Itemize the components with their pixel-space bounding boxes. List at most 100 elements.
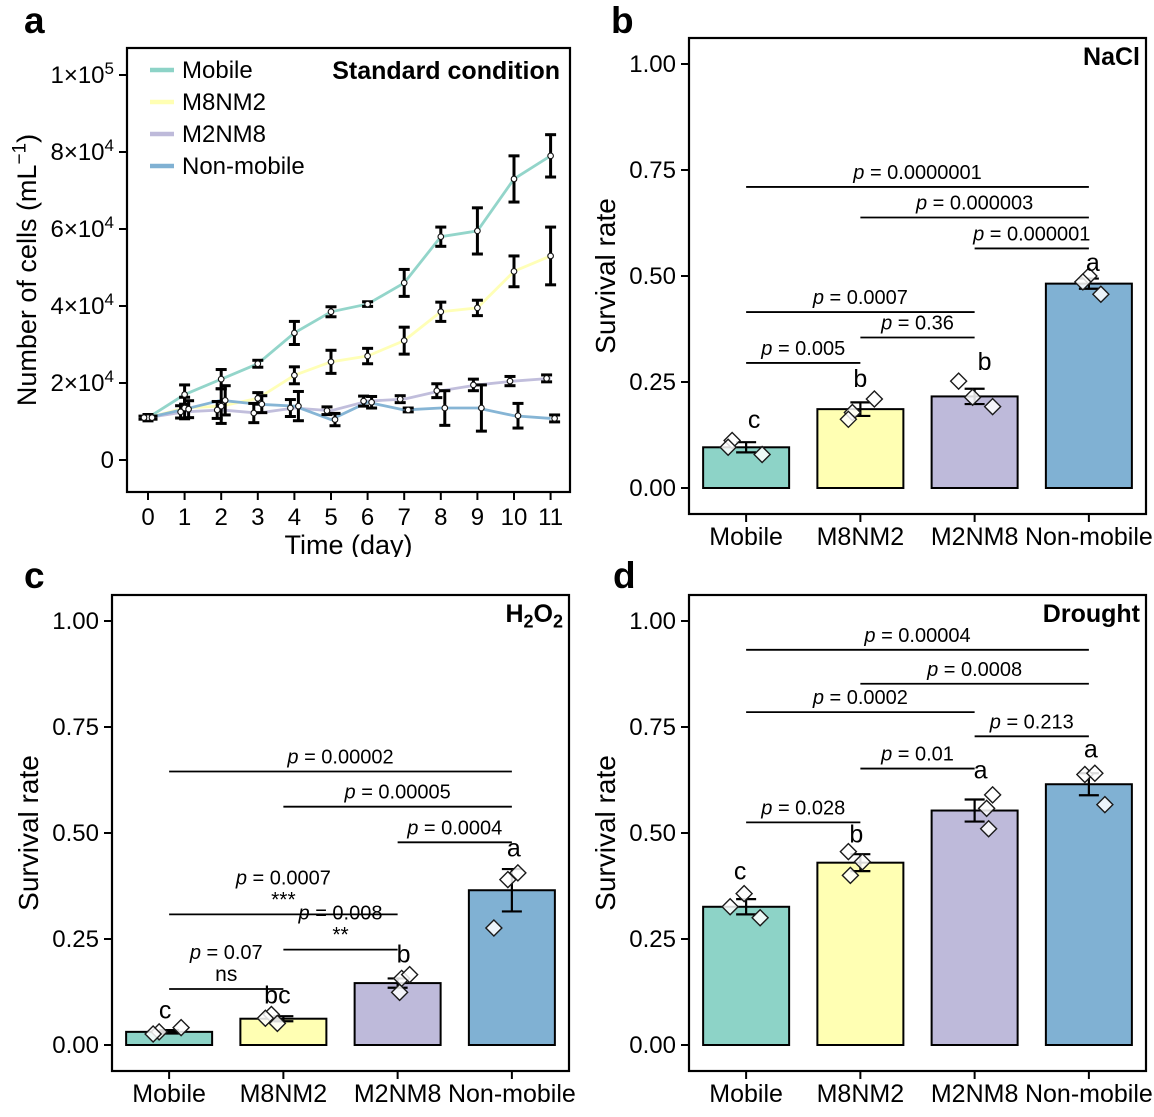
x-category-label: Mobile: [132, 1080, 206, 1108]
replicate-point-diamond: [1085, 764, 1104, 783]
condition-tag: NaCl: [1083, 43, 1140, 71]
x-category-label: M8NM2: [817, 1080, 905, 1108]
sig-letter-mobile: c: [734, 858, 747, 886]
legend-label: M8NM2: [182, 89, 266, 116]
point-marker: [250, 409, 258, 417]
y-tick-label: 0.50: [629, 820, 676, 847]
replicate-point-diamond: [977, 799, 996, 818]
y-tick-label: 6×104: [50, 213, 114, 243]
y-tick-label: 1×105: [50, 59, 114, 89]
p-value-label: p = 0.000003: [915, 192, 1033, 214]
point-marker: [474, 304, 481, 312]
point-marker: [404, 406, 412, 414]
plot-border: [125, 46, 572, 494]
point-marker: [506, 377, 514, 385]
replicate-point-diamond: [400, 965, 419, 984]
panel-b: b 0.00 0.25 0.50 0.75 1.00 Survival rate c b b a p…: [577, 0, 1154, 557]
x-tick-label: 2: [215, 504, 228, 531]
x-category-label: Non-mobile: [448, 1080, 576, 1108]
y-tick-label: 0.75: [629, 714, 676, 741]
point-marker: [217, 375, 225, 383]
replicate-point-diamond: [839, 410, 858, 429]
point-marker: [364, 352, 371, 360]
bar-m2nm8: [930, 395, 1019, 489]
replicate-point-diamond: [853, 852, 872, 871]
replicate-point-diamond: [751, 908, 770, 927]
sig-letter-m2nm8: a: [974, 757, 988, 785]
point-marker: [441, 404, 449, 412]
x-category-label: M2NM8: [354, 1080, 442, 1108]
sig-letter-m2nm8: b: [397, 940, 411, 968]
y-tick-label: 0.00: [52, 1032, 99, 1059]
replicate-point-diamond: [390, 983, 409, 1002]
point-marker: [396, 395, 404, 403]
point-marker: [400, 337, 408, 345]
y-tick-label: 0.50: [629, 263, 676, 290]
y-tick-label: 2×104: [50, 367, 114, 397]
p-value-label: p = 0.07: [189, 942, 263, 964]
point-marker: [213, 406, 221, 414]
p-value-label: p = 0.0002: [812, 687, 908, 709]
x-tick-label: 0: [141, 504, 154, 531]
bar-m8nm2: [816, 408, 905, 489]
point-marker: [514, 412, 522, 420]
x-axis-title: Time (day): [284, 530, 412, 557]
replicate-point-diamond: [865, 389, 884, 408]
x-tick-label: 3: [251, 504, 264, 531]
point-marker: [433, 387, 441, 395]
p-value-label: p = 0.005: [760, 338, 845, 360]
point-marker: [258, 400, 266, 408]
sig-letter-m2nm8: b: [978, 348, 992, 376]
y-tick-label: 1.00: [629, 51, 676, 78]
line-series-mobile: [147, 154, 552, 419]
point-marker: [474, 227, 481, 235]
replicate-point-diamond: [983, 397, 1002, 416]
significance-marker: ***: [271, 888, 296, 911]
replicate-point-diamond: [484, 918, 503, 937]
point-marker: [291, 371, 298, 379]
panel-tag-b: b: [611, 0, 634, 41]
point-marker: [478, 404, 485, 412]
point-marker: [254, 360, 262, 368]
y-tick-label: 0: [101, 447, 114, 474]
x-category-label: M8NM2: [240, 1080, 328, 1108]
x-tick-label: 11: [538, 504, 563, 531]
y-tick-label: 0.00: [629, 475, 676, 502]
y-tick-label: 0.25: [52, 926, 99, 953]
p-value-label: p = 0.0007: [812, 287, 908, 309]
p-value-label: p = 0.00005: [344, 782, 451, 804]
y-tick-label: 1.00: [629, 608, 676, 635]
panel-tag-c: c: [24, 555, 45, 596]
panel-tag-d: d: [613, 555, 636, 596]
p-value-label: p = 0.01: [880, 744, 954, 766]
replicate-point-diamond: [256, 1009, 275, 1028]
point-marker: [547, 252, 554, 260]
sig-letter-m8nm2: b: [853, 365, 867, 393]
y-axis-title: Survival rate: [13, 755, 44, 911]
replicate-point-diamond: [983, 785, 1002, 804]
x-tick-label: 4: [288, 504, 301, 531]
x-tick-label: 6: [361, 504, 374, 531]
replicate-point-diamond: [144, 1024, 163, 1043]
y-axis-title: Survival rate: [590, 198, 621, 354]
p-value-label: p = 0.0004: [406, 817, 502, 839]
y-tick-label: 0.25: [629, 926, 676, 953]
point-marker: [331, 416, 339, 423]
point-marker: [437, 233, 445, 241]
replicate-point-diamond: [839, 842, 858, 861]
replicate-point-diamond: [735, 884, 754, 903]
point-marker: [510, 268, 518, 275]
significance-marker: ns: [215, 963, 237, 986]
point-marker: [327, 358, 335, 366]
point-marker: [287, 404, 294, 412]
condition-title: Standard condition: [332, 57, 560, 85]
panel-a: a 0 2×104 4×104 6×104 8×104 1×105 0 1 2 3 4 5 6 7 8 9 10…: [0, 0, 577, 560]
sig-letter-non-mobile: a: [1084, 736, 1098, 764]
point-marker: [437, 308, 445, 316]
point-marker: [543, 375, 550, 382]
replicate-point-diamond: [268, 1014, 287, 1033]
replicate-point-diamond: [721, 897, 740, 916]
x-tick-label: 10: [501, 504, 528, 531]
